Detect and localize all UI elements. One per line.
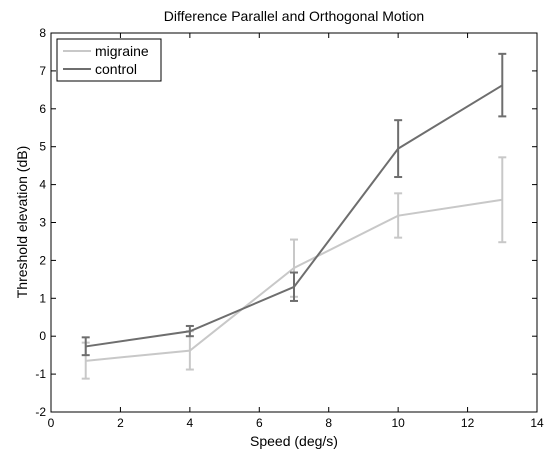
series-line: [85, 84, 503, 348]
x-tick-label: 6: [256, 416, 263, 430]
y-tick-label: 7: [39, 64, 46, 78]
legend: migraine control: [56, 38, 162, 82]
x-axis-title: Speed (deg/s): [250, 433, 338, 449]
y-tick-label: 4: [39, 178, 46, 192]
x-tick-label: 14: [530, 416, 544, 430]
plot-frame: [50, 32, 538, 413]
x-tick-label: 12: [461, 416, 475, 430]
plot-area: [81, 52, 507, 380]
y-tick-label: 5: [39, 140, 46, 154]
x-tick-label: 4: [187, 416, 194, 430]
y-tick-label: -1: [35, 367, 46, 381]
y-tick-label: 0: [39, 329, 46, 343]
y-tick-label: 6: [39, 102, 46, 116]
x-tick-label: 10: [391, 416, 405, 430]
x-tick-label: 0: [48, 416, 55, 430]
chart-title: Difference Parallel and Orthogonal Motio…: [164, 8, 424, 24]
y-tick-label: 1: [39, 291, 46, 305]
y-tick-label: 3: [39, 216, 46, 230]
series-migraine: [81, 156, 507, 380]
legend-label: control: [95, 61, 137, 77]
series-control: [81, 52, 507, 357]
y-axis-title: Threshold elevation (dB): [14, 146, 30, 299]
legend-box: [56, 38, 162, 82]
x-tick-label: 8: [325, 416, 332, 430]
y-tick-label: 2: [39, 253, 46, 267]
y-tick-label: -2: [35, 405, 46, 419]
x-tick-label: 2: [117, 416, 124, 430]
y-tick-label: 8: [39, 26, 46, 40]
legend-label: migraine: [95, 43, 149, 59]
